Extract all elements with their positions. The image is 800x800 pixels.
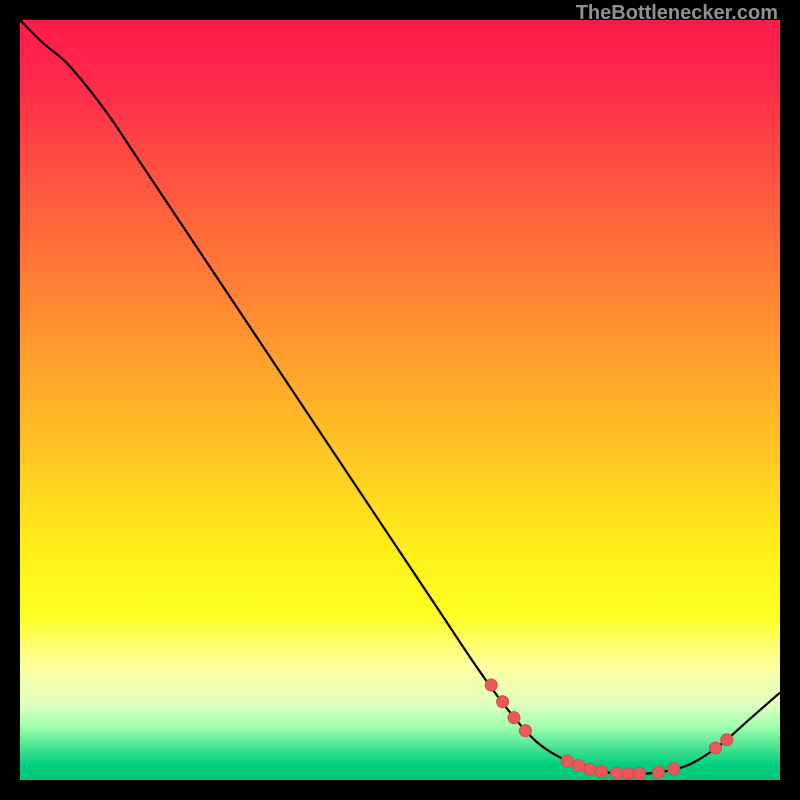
data-marker — [622, 768, 634, 780]
data-marker — [584, 763, 596, 775]
data-marker — [709, 742, 721, 754]
data-marker — [652, 766, 664, 778]
data-marker — [611, 767, 623, 779]
data-marker — [668, 763, 680, 775]
data-marker — [573, 760, 585, 772]
data-marker — [497, 696, 509, 708]
bottleneck-chart — [20, 20, 780, 780]
data-marker — [485, 679, 497, 691]
data-marker — [721, 734, 733, 746]
data-marker — [561, 755, 573, 767]
chart-background — [20, 20, 780, 780]
data-marker — [519, 725, 531, 737]
data-marker — [633, 767, 645, 779]
data-marker — [508, 712, 520, 724]
data-marker — [595, 766, 607, 778]
